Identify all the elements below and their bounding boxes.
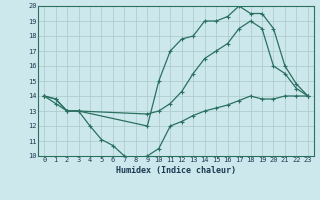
X-axis label: Humidex (Indice chaleur): Humidex (Indice chaleur): [116, 166, 236, 175]
